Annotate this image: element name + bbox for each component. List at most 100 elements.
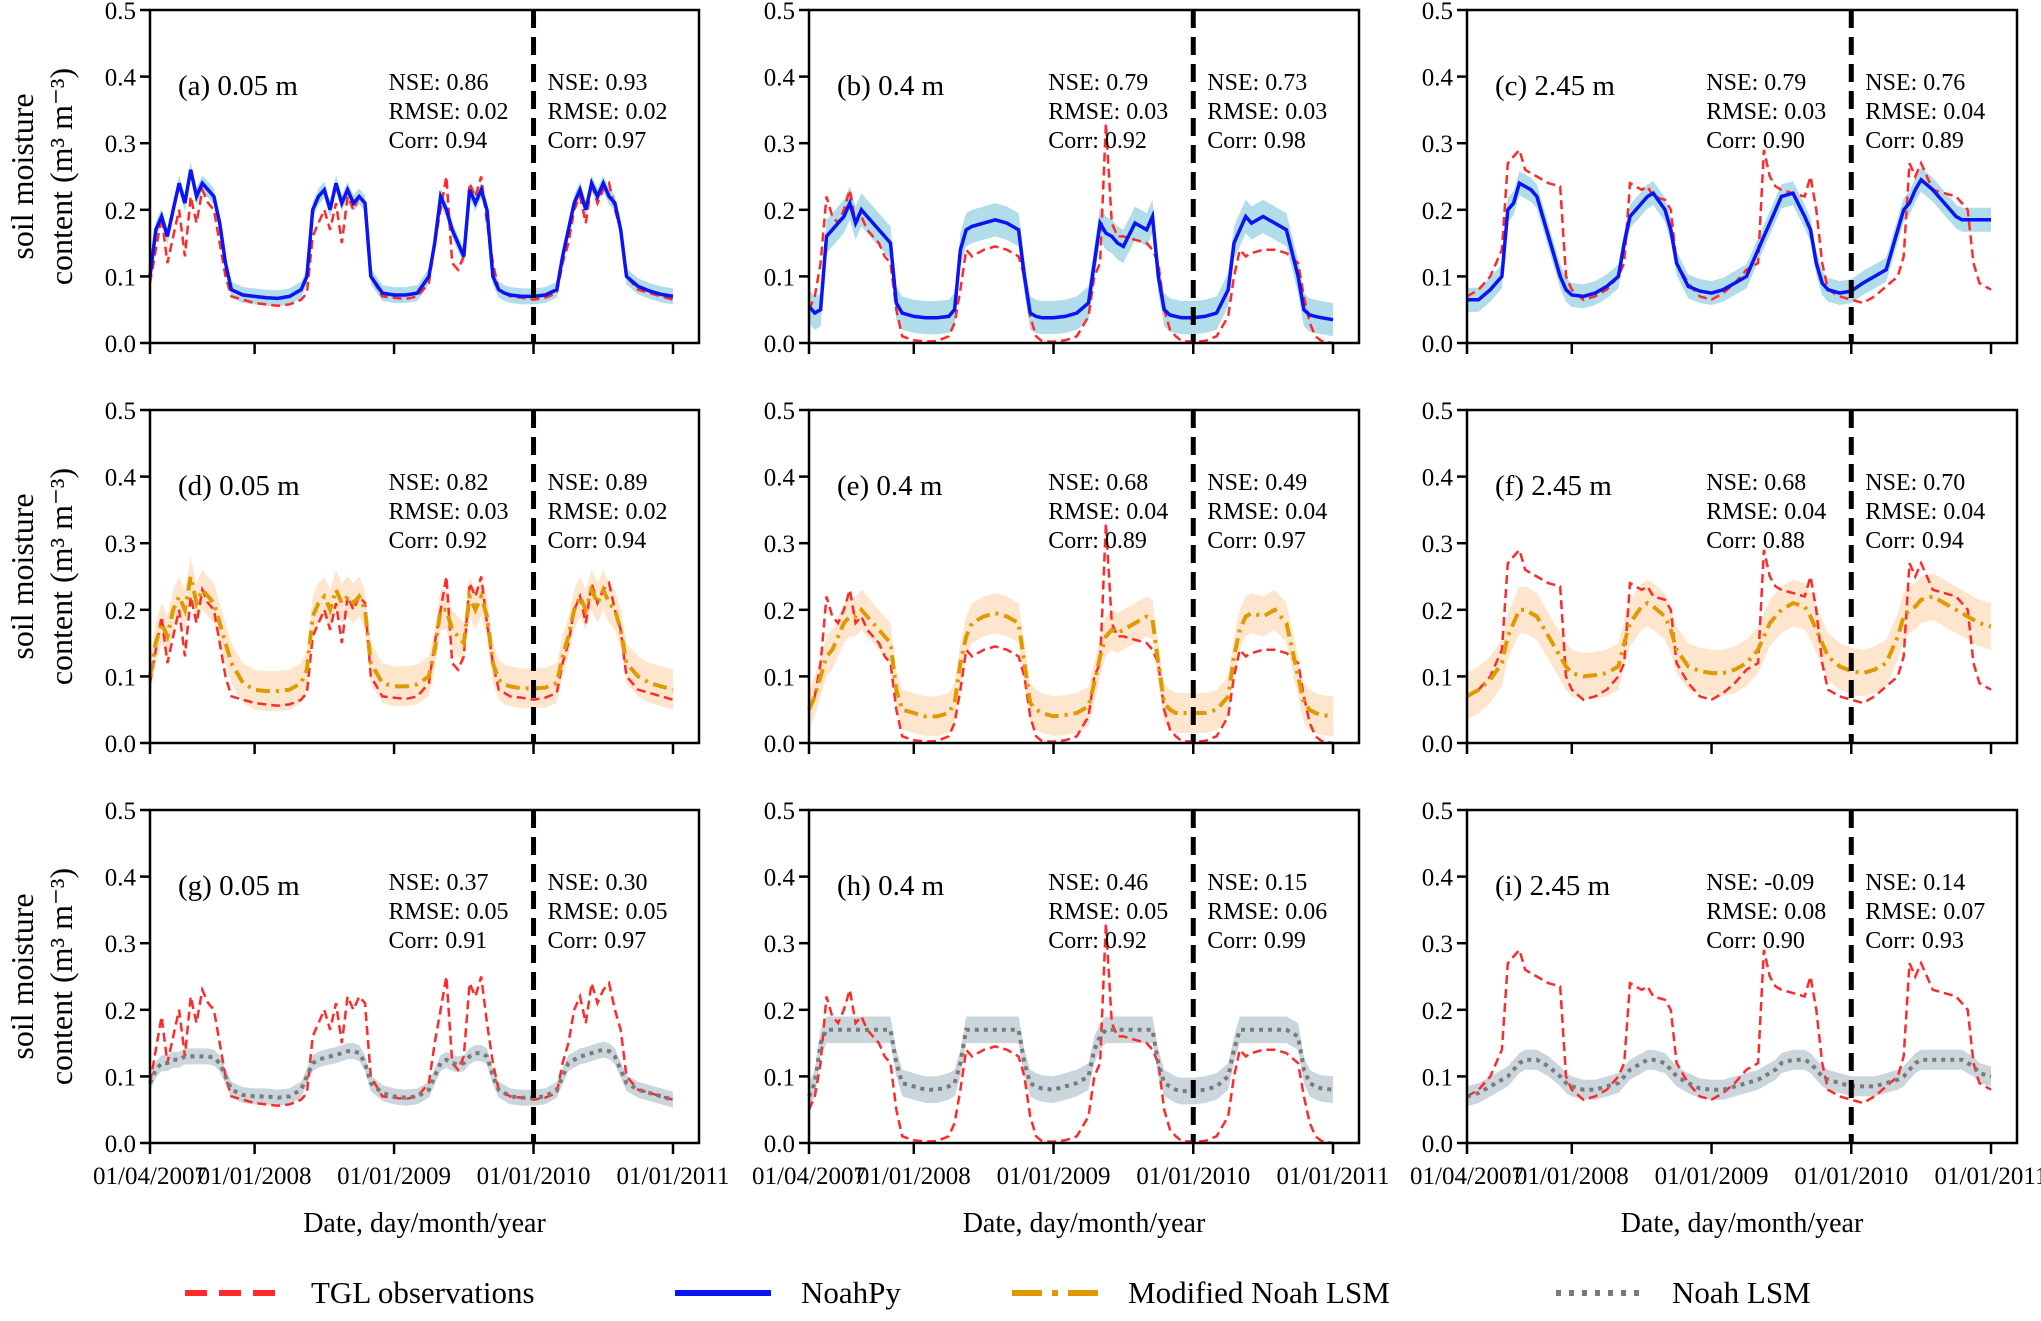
legend-item-tgl-observations: TGL observations [185,1268,535,1318]
legend-swatch-dashed-red [185,1290,281,1296]
panel-label: (b) 0.4 m [837,70,945,102]
axes-frame [1465,808,2019,1145]
stats-calibration: Corr: 0.88 [1706,528,1805,554]
stats-validation: Corr: 0.97 [1207,528,1306,554]
legend-label: TGL observations [311,1275,535,1310]
stats-calibration: NSE: 0.79 [1048,70,1148,96]
panel-label: (f) 2.45 m [1495,470,1612,502]
y-tick-label: 0.0 [105,1131,136,1158]
y-tick-label: 0.2 [1422,198,1453,225]
x-tick-label: 01/01/2008 [198,1163,312,1190]
y-tick-label: 0.1 [105,264,136,291]
stats-calibration: NSE: 0.82 [389,470,489,496]
y-tick-label: 0.2 [105,998,136,1025]
y-tick-label: 0.4 [1422,865,1454,892]
x-axis-label: Date, day/month/year [963,1208,1206,1239]
panel-a: 0.0 0.1 0.2 0.3 0.4 0.5 soil moisture content (… [4,0,701,358]
stats-calibration: RMSE: 0.02 [389,99,509,125]
y-tick-label: 0.5 [1422,398,1453,425]
stats-validation: Corr: 0.97 [548,928,647,954]
model-line [148,576,674,694]
y-tick-label: 0.0 [105,731,136,758]
legend-label: Modified Noah LSM [1128,1275,1390,1310]
x-tick-label: 01/01/2010 [477,1163,591,1190]
y-tick-label: 0.4 [764,465,796,492]
axes-frame [807,808,1361,1145]
x-tick-label: 01/01/2011 [1277,1163,1390,1190]
y-axis-label-line2: content (m³ m⁻³) [43,868,79,1085]
stats-calibration: NSE: 0.37 [389,870,489,896]
y-tick-label: 0.4 [764,865,796,892]
stats-calibration: RMSE: 0.03 [389,499,509,525]
y-tick-label: 0.2 [1422,598,1453,625]
y-tick-label: 0.3 [764,931,795,958]
y-tick-label: 0.1 [1422,664,1453,691]
stats-validation: Corr: 0.98 [1207,128,1306,154]
y-tick-label: 0.3 [1422,931,1453,958]
y-tick-label: 0.1 [1422,264,1453,291]
stats-calibration: RMSE: 0.04 [1048,499,1168,525]
y-tick-label: 0.1 [764,1064,795,1091]
axes-frame [807,8,1361,345]
panel-e: 0.0 0.1 0.2 0.3 0.4 0.5 (e) 0.4 m NSE: 0.68 RMSE… [764,398,1361,758]
y-tick-label: 0.2 [1422,998,1453,1025]
stats-calibration: NSE: 0.46 [1048,870,1148,896]
axes-frame [148,808,701,1145]
y-tick-label: 0.3 [105,931,136,958]
x-axis-label: Date, day/month/year [303,1208,546,1239]
stats-calibration: RMSE: 0.04 [1706,499,1826,525]
y-tick-label: 0.2 [105,598,136,625]
stats-calibration: RMSE: 0.03 [1706,99,1826,125]
observation-line [148,176,674,307]
y-tick-label: 0.3 [764,531,795,558]
panel-c: 0.0 0.1 0.2 0.3 0.4 0.5 (c) 2.45 m NSE: 0.79 RMS… [1422,0,2019,358]
y-tick-label: 0.2 [105,198,136,225]
x-tick-label: 01/01/2009 [1655,1163,1769,1190]
stats-validation: RMSE: 0.04 [1207,499,1327,525]
y-tick-label: 0.0 [1422,731,1453,758]
y-axis-label-line1: soil moisture [4,893,40,1059]
y-tick-label: 0.5 [105,0,136,25]
stats-calibration: Corr: 0.91 [389,928,488,954]
y-axis-label-line1: soil moisture [4,493,40,659]
x-tick-label: 01/01/2011 [1935,1163,2041,1190]
stats-validation: NSE: 0.89 [548,470,648,496]
y-tick-label: 0.3 [1422,131,1453,158]
observation-line [807,923,1334,1145]
model-line [1465,594,1992,699]
y-tick-label: 0.0 [764,731,795,758]
y-tick-label: 0.2 [764,598,795,625]
stats-calibration: NSE: 0.68 [1048,470,1148,496]
observation-line [1466,947,1992,1105]
uncertainty-band [150,1041,673,1108]
stats-validation: NSE: 0.15 [1207,870,1307,896]
stats-validation: Corr: 0.89 [1865,128,1964,154]
panel-label: (h) 0.4 m [837,870,945,902]
axes-frame [1465,8,2019,345]
stats-calibration: Corr: 0.90 [1706,128,1805,154]
model-line [148,1047,674,1102]
stats-validation: NSE: 0.93 [548,70,648,96]
panel-label: (d) 0.05 m [178,470,300,502]
x-tick-label: 01/04/2007 [752,1163,866,1190]
model-line [807,1027,1334,1098]
y-tick-label: 0.5 [1422,798,1453,825]
legend-label: Noah LSM [1672,1275,1811,1310]
stats-calibration: RMSE: 0.08 [1706,899,1826,925]
stats-validation: RMSE: 0.06 [1207,899,1327,925]
legend-swatch-dotted-gray [1556,1290,1642,1296]
model-line [807,606,1334,719]
y-tick-label: 0.4 [105,865,137,892]
model-line [1467,177,1991,302]
y-tick-label: 0.0 [1422,331,1453,358]
x-tick-label: 01/04/2007 [93,1163,207,1190]
y-tick-label: 0.2 [764,198,795,225]
uncertainty-band [809,186,1333,337]
stats-validation: NSE: 0.14 [1865,870,1965,896]
stats-validation: NSE: 0.70 [1865,470,1965,496]
legend-swatch-dashdot-orange [1012,1290,1098,1296]
y-tick-label: 0.0 [1422,1131,1453,1158]
panel-f: 0.0 0.1 0.2 0.3 0.4 0.5 (f) 2.45 m NSE: 0.68 RMS… [1422,398,2019,758]
y-tick-label: 0.1 [105,664,136,691]
